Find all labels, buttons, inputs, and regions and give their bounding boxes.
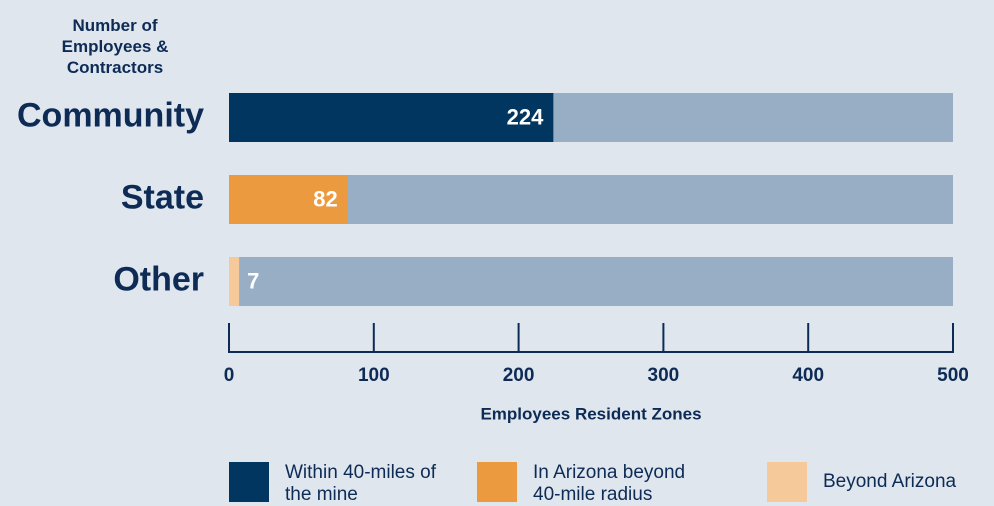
data-label: 224 bbox=[507, 104, 544, 129]
category-label: Community bbox=[17, 96, 204, 134]
legend-swatch bbox=[229, 462, 269, 502]
bar bbox=[229, 93, 554, 142]
data-label: 82 bbox=[313, 186, 337, 211]
data-label: 7 bbox=[247, 268, 259, 293]
legend-item: In Arizona beyond 40-mile radius bbox=[477, 462, 713, 506]
legend-item: Within 40-miles of the mine bbox=[229, 462, 465, 506]
legend-label: Within 40-miles of the mine bbox=[285, 462, 436, 505]
bar-background bbox=[229, 175, 953, 224]
bar bbox=[229, 257, 240, 306]
legend-item: Beyond Arizona bbox=[767, 462, 994, 502]
category-label: Other bbox=[113, 260, 204, 298]
bar-background bbox=[229, 257, 953, 306]
x-tick-label: 100 bbox=[358, 365, 390, 386]
x-tick-label: 300 bbox=[648, 365, 680, 386]
x-axis-label: Employees Resident Zones bbox=[480, 404, 701, 423]
legend-swatch bbox=[477, 462, 517, 502]
legend-swatch bbox=[767, 462, 807, 502]
y-axis-label: Number of Employees & Contractors bbox=[61, 16, 169, 77]
legend-label: Beyond Arizona bbox=[823, 471, 957, 492]
bar bbox=[229, 175, 348, 224]
x-tick-label: 400 bbox=[792, 365, 824, 386]
x-tick-label: 500 bbox=[937, 365, 969, 386]
x-tick-label: 0 bbox=[224, 365, 235, 386]
category-label: State bbox=[121, 178, 204, 216]
legend-label: In Arizona beyond 40-mile radius bbox=[533, 462, 686, 505]
x-tick-label: 200 bbox=[503, 365, 535, 386]
